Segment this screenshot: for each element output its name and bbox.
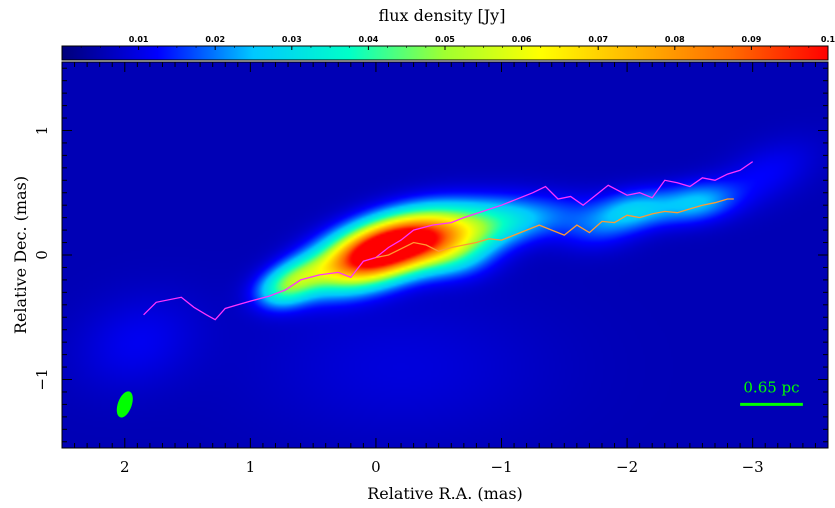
- y-tick-label: 1: [33, 126, 51, 136]
- scale-bar-label: 0.65 pc: [743, 378, 799, 396]
- beam-ellipse-group: [116, 391, 133, 418]
- emission-heatmap: [62, 62, 828, 448]
- plot-area: 0.65 pc 2 1 0 −1 −2 −3 1 0 −1: [33, 61, 829, 476]
- beam-ellipse: [116, 391, 133, 418]
- x-tick-label: −1: [490, 458, 512, 476]
- y-tick-label: −1: [33, 368, 51, 390]
- ridge-line: [143, 161, 754, 321]
- colorbar-tick-label: 0.05: [435, 35, 455, 44]
- colorbar-tick-label: 0.03: [282, 35, 302, 44]
- axis-ticks: 2 1 0 −1 −2 −3 1 0 −1: [33, 62, 829, 476]
- x-tick-label: 2: [120, 458, 130, 476]
- x-tick-label: 1: [246, 458, 256, 476]
- x-tick-label: −3: [742, 458, 764, 476]
- colorbar-tick-label: 0.1: [821, 35, 835, 44]
- ridge-line: [375, 198, 734, 259]
- colorbar-tick-label: 0.04: [359, 35, 379, 44]
- x-axis-label: Relative R.A. (mas): [367, 484, 523, 503]
- x-tick-label: −2: [616, 458, 638, 476]
- y-tick-label: 0: [33, 250, 51, 260]
- colorbar-tick-label: 0.07: [588, 35, 608, 44]
- y-axis-label: Relative Dec. (mas): [11, 176, 30, 334]
- colorbar-ticks: 0.01 0.02 0.03 0.04 0.05 0.06 0.07 0.08 0.09 0.1: [61, 35, 835, 50]
- x-tick-label: 0: [371, 458, 381, 476]
- colorbar-tick-label: 0.08: [665, 35, 685, 44]
- scale-bar-group: 0.65 pc: [740, 378, 803, 406]
- colorbar-label: flux density [Jy]: [379, 6, 506, 25]
- colorbar-tick-label: 0.02: [205, 35, 225, 44]
- colorbar-tick-label: 0.09: [742, 35, 762, 44]
- ridge-lines: [143, 161, 754, 321]
- colorbar: flux density [Jy] 0.01 0.02 0.03 0.04 0.05 0.…: [61, 6, 835, 61]
- colorbar-tick-label: 0.06: [512, 35, 532, 44]
- colorbar-tick-label: 0.01: [129, 35, 149, 44]
